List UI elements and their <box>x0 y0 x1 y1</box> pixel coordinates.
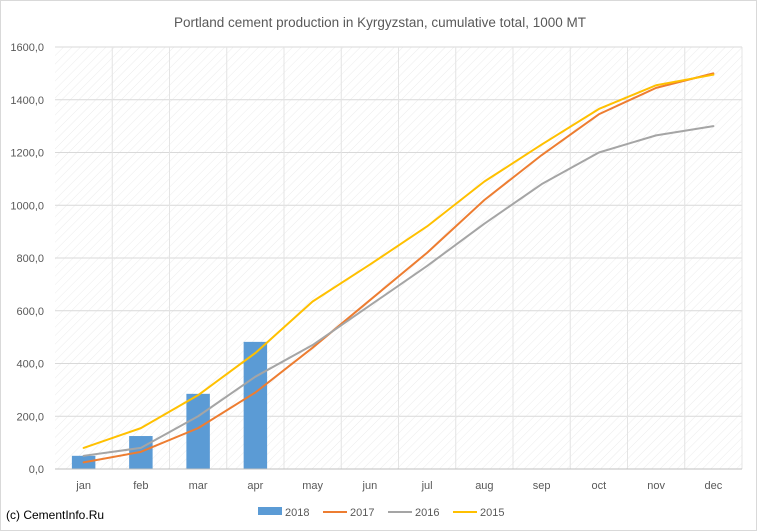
gridlines <box>55 46 743 469</box>
legend-label-2018: 2018 <box>285 507 309 519</box>
y-tick-label: 400,0 <box>16 359 44 371</box>
line-2015 <box>82 73 715 449</box>
line-2016 <box>82 125 715 457</box>
y-tick-label: 0,0 <box>29 464 44 476</box>
x-tick-label: dec <box>705 480 723 492</box>
y-tick-label: 1000,0 <box>10 200 44 212</box>
y-axis-ticks: 0,0 200,0 400,0 600,0 800,0 1000,0 1200,0 1400,… <box>10 42 44 476</box>
chart-title: Portland cement production in Kyrgyzstan… <box>174 15 586 30</box>
y-tick-label: 1400,0 <box>10 95 44 107</box>
legend-label-2017: 2017 <box>350 507 374 519</box>
series-lines <box>82 72 715 464</box>
y-tick-label: 800,0 <box>16 253 44 265</box>
x-tick-label: apr <box>247 480 263 492</box>
x-tick-label: jul <box>421 480 433 492</box>
x-tick-label: feb <box>133 480 148 492</box>
x-tick-label: sep <box>533 480 551 492</box>
y-tick-label: 200,0 <box>16 411 44 423</box>
legend: 2018 2017 2016 2015 <box>258 507 504 519</box>
y-tick-label: 600,0 <box>16 306 44 318</box>
credit-text: (c) CementInfo.Ru <box>6 508 105 522</box>
line-2017 <box>82 72 715 464</box>
x-tick-label: mar <box>189 480 208 492</box>
x-axis-ticks: jan feb mar apr may jun jul aug sep oct nov dec <box>75 480 722 492</box>
y-tick-label: 1600,0 <box>10 42 44 54</box>
x-tick-label: oct <box>592 480 607 492</box>
y-tick-label: 1200,0 <box>10 148 44 160</box>
x-tick-label: jan <box>75 480 91 492</box>
legend-swatch-2018 <box>258 507 282 515</box>
x-tick-label: aug <box>475 480 493 492</box>
legend-label-2016: 2016 <box>415 507 439 519</box>
x-tick-label: jun <box>362 480 378 492</box>
x-tick-label: nov <box>647 480 665 492</box>
bar-2018-apr <box>243 341 268 469</box>
x-tick-label: may <box>302 480 323 492</box>
legend-label-2015: 2015 <box>480 507 504 519</box>
